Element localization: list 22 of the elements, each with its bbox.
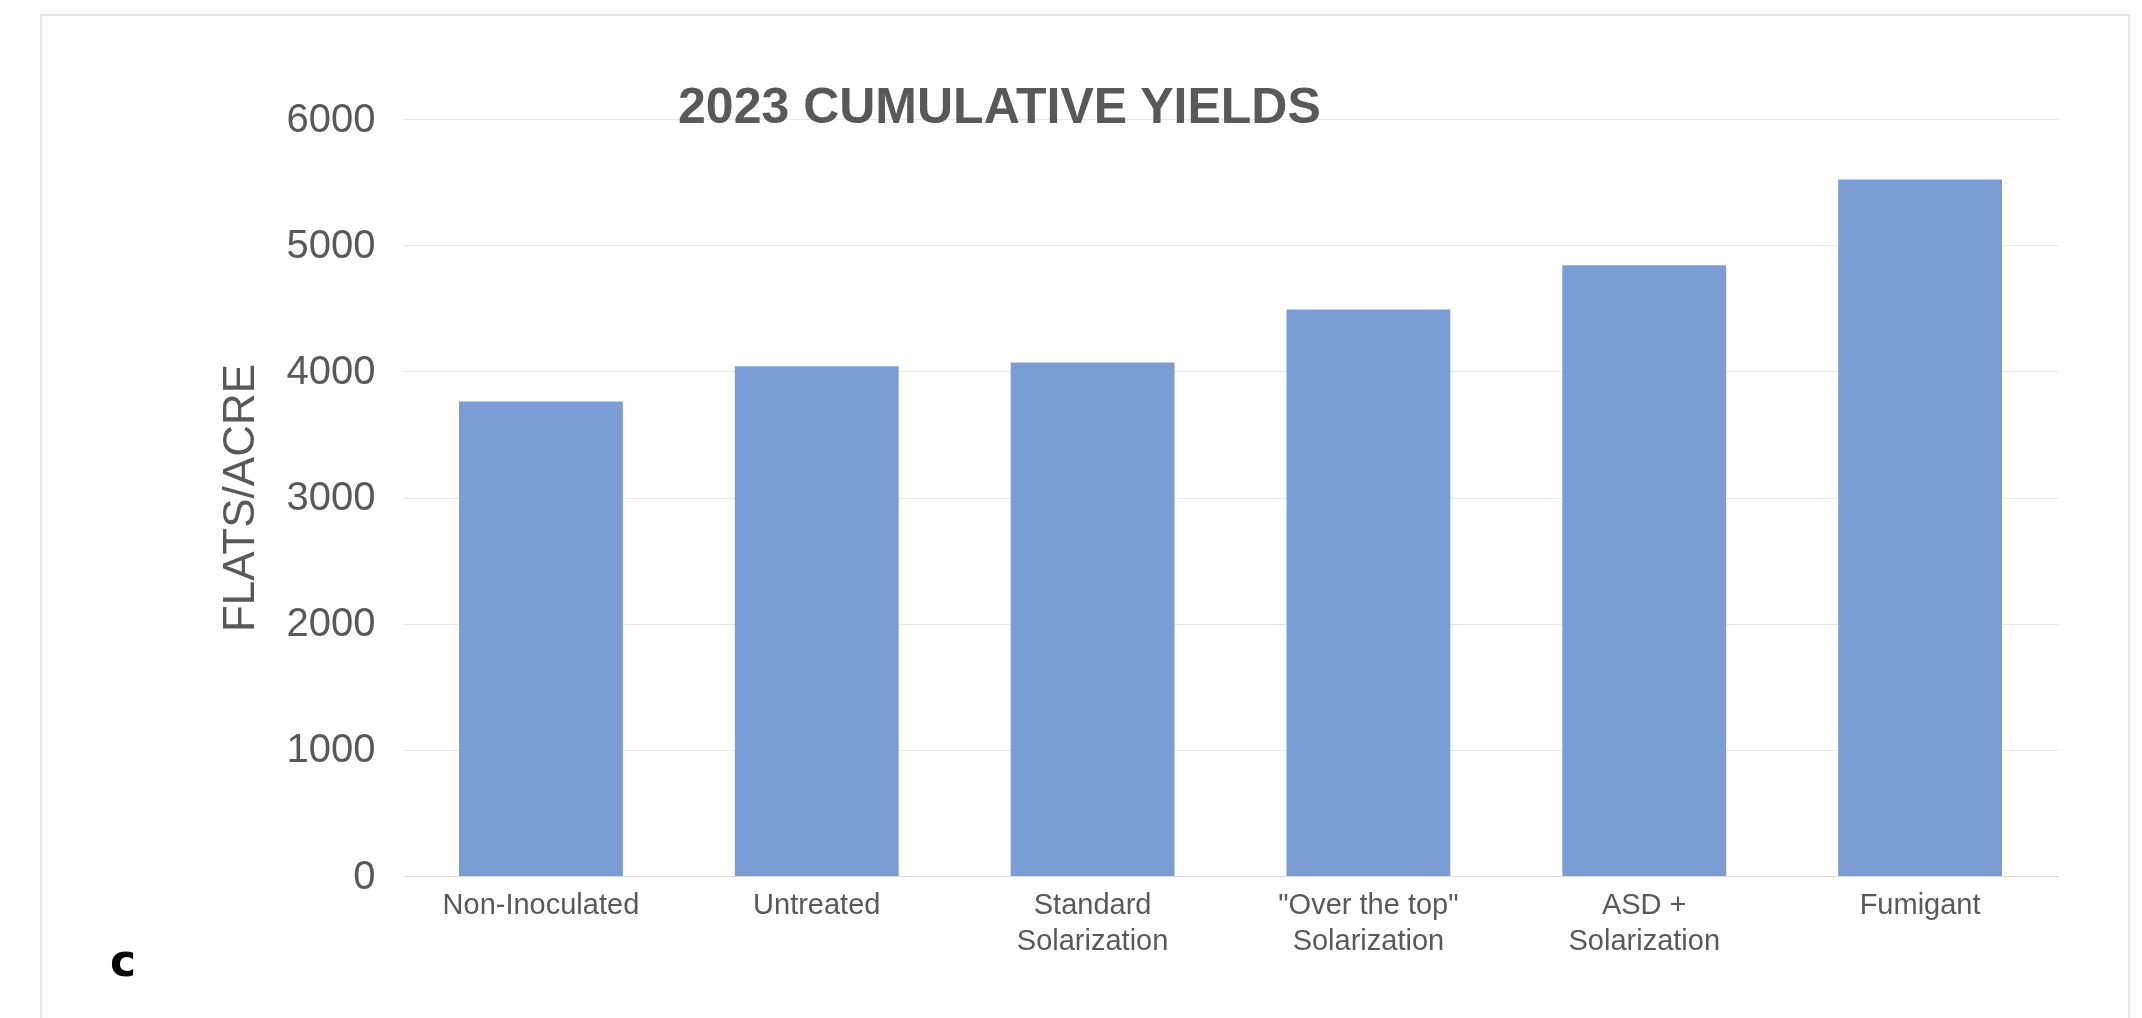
x-tick-label: Non-Inoculated xyxy=(442,887,640,920)
bar xyxy=(1838,179,2003,876)
x-tick-label: Fumigant xyxy=(1859,887,1981,920)
y-tick-label: 2000 xyxy=(286,600,376,645)
chart-title: 2023 CUMULATIVE YIELDS xyxy=(678,78,1321,134)
y-tick-label: 6000 xyxy=(286,95,376,140)
x-tick-label: Untreated xyxy=(753,887,881,920)
bar xyxy=(1562,265,1727,876)
y-tick-label: 1000 xyxy=(286,726,376,771)
text: c xyxy=(110,935,137,986)
y-tick-label: 0 xyxy=(353,852,376,897)
bar xyxy=(734,366,899,876)
y-tick-label: 5000 xyxy=(286,221,376,266)
y-axis-title: FLATS/ACRE xyxy=(213,363,263,633)
x-tick-label: ASD + Solarization xyxy=(1568,887,1721,956)
x-tick-label: "Over the top" Solarization xyxy=(1278,887,1459,956)
y-tick-label: 4000 xyxy=(286,347,376,392)
bar xyxy=(458,401,623,876)
bar xyxy=(1286,309,1451,876)
y-tick-label: 3000 xyxy=(286,474,376,518)
x-tick-label: Standard Solarization xyxy=(1016,887,1169,956)
bar xyxy=(1010,362,1175,876)
